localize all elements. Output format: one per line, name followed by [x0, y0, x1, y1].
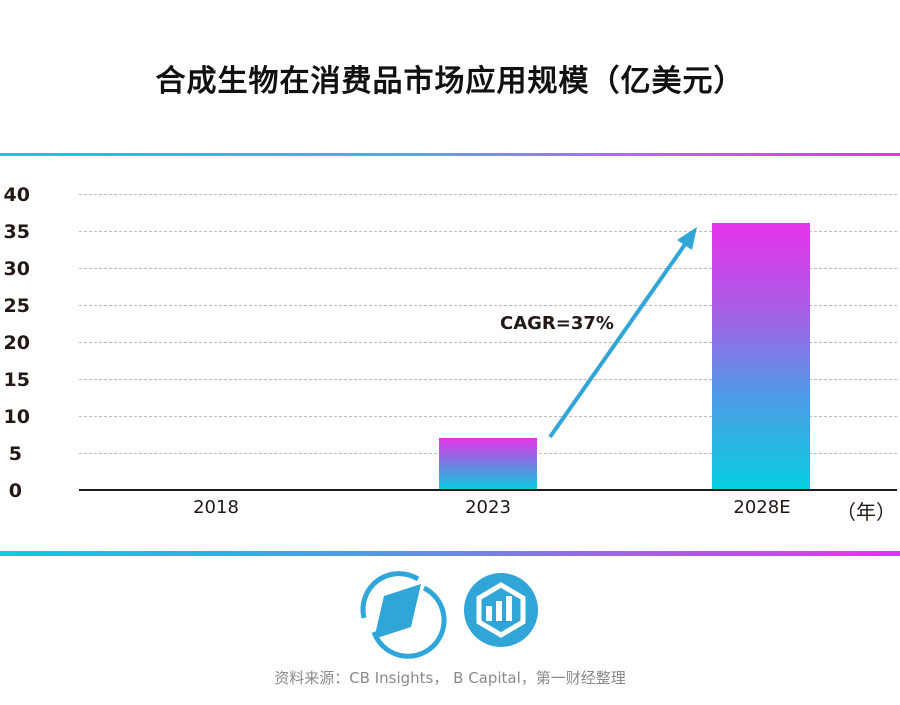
x-label-2028e: 2028E: [733, 497, 791, 518]
bar-2028e: [712, 223, 810, 490]
gridline: [79, 379, 897, 380]
gridline: [79, 342, 897, 343]
gridline: [79, 231, 897, 232]
x-label-2018: 2018: [193, 497, 239, 518]
gridline: [79, 268, 897, 269]
gridline: [79, 305, 897, 306]
x-label-2023: 2023: [465, 497, 511, 518]
y-tick: 10: [3, 406, 30, 428]
y-tick: 5: [8, 443, 22, 465]
top-gradient-divider: [0, 153, 900, 156]
chart-title: 合成生物在消费品市场应用规模（亿美元）: [155, 64, 745, 99]
gridline: [79, 416, 897, 417]
x-axis-unit: （年）: [836, 500, 896, 524]
y-tick: 20: [3, 332, 30, 354]
y-tick: 40: [3, 184, 30, 206]
data-hexagon-logo-icon: [464, 573, 538, 647]
y-tick: 15: [3, 369, 30, 391]
bar-2023: [439, 438, 537, 490]
y-tick: 25: [3, 295, 30, 317]
y-tick: 0: [8, 480, 22, 502]
y-tick: 35: [3, 221, 30, 243]
gridline: [79, 194, 897, 195]
cbnweek-logo-icon: [360, 571, 447, 659]
bottom-gradient-divider: [0, 551, 900, 556]
cagr-label: CAGR=37%: [500, 313, 614, 334]
x-axis-line: [79, 489, 897, 491]
y-tick: 30: [3, 258, 30, 280]
source-note: 资料来源：CB Insights， B Capital，第一财经整理: [274, 669, 626, 687]
